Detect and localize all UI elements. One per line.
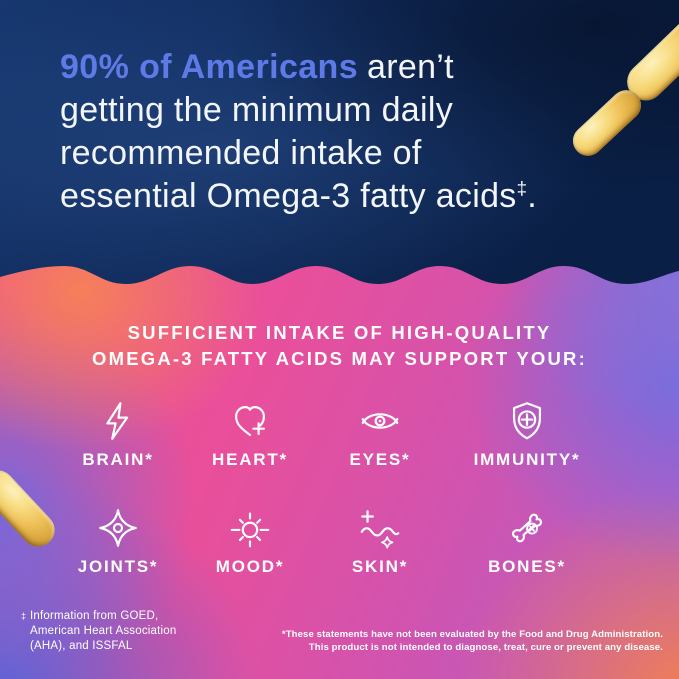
fda-disclaimer: *These statements have not been evaluate…	[223, 629, 663, 654]
headline-line-4: essential Omega-3 fatty acids‡.	[60, 175, 620, 218]
headline-period: .	[527, 177, 538, 215]
headline-text: essential Omega-3 fatty acids	[60, 177, 517, 215]
eye-icon	[357, 395, 403, 447]
benefit-cell-bones: BONES*	[446, 502, 608, 577]
footnote-source-line-2: American Heart Association	[30, 625, 177, 637]
footnote-source: ‡ Information from GOED, American Heart …	[21, 609, 176, 654]
headline-line-2: getting the minimum daily	[60, 91, 454, 129]
benefit-label: MOOD*	[215, 557, 285, 576]
benefit-cell-heart: HEART*	[186, 395, 314, 470]
footnote-source-line-3: (AHA), and ISSFAL	[30, 640, 133, 652]
bone-plus-icon	[504, 502, 550, 554]
fda-disclaimer-line-2: This product is not intended to diagnose…	[308, 641, 663, 653]
benefit-label: BRAIN*	[82, 450, 154, 469]
sun-icon	[227, 502, 273, 554]
benefits-heading: SUFFICIENT INTAKE OF HIGH-QUALITY OMEGA-…	[0, 320, 679, 372]
headline-text: aren’t	[367, 48, 454, 86]
benefit-cell-skin: SKIN*	[314, 502, 446, 577]
skin-wave-sparkle-icon	[357, 502, 403, 554]
benefit-label: BONES*	[488, 557, 566, 576]
benefit-cell-joints: JOINTS*	[50, 502, 186, 577]
benefit-cell-immunity: IMMUNITY*	[446, 395, 608, 470]
benefit-label: JOINTS*	[77, 557, 159, 576]
benefit-cell-mood: MOOD*	[186, 502, 314, 577]
wave-divider	[0, 0, 679, 284]
lightning-bolt-icon	[95, 395, 141, 447]
benefit-cell-brain: BRAIN*	[50, 395, 186, 470]
benefit-cell-eyes: EYES*	[314, 395, 446, 470]
benefits-grid: BRAIN* HEART* EYES*	[50, 395, 608, 577]
benefit-label: EYES*	[349, 450, 411, 469]
benefits-heading-line-2: OMEGA-3 FATTY ACIDS MAY SUPPORT YOUR:	[92, 348, 587, 369]
benefits-heading-line-1: SUFFICIENT INTAKE OF HIGH-QUALITY	[127, 322, 552, 343]
heart-plus-icon	[227, 395, 273, 447]
headline-line-1: 90% of Americans aren’t	[60, 46, 620, 89]
footnote-source-line-1: Information from GOED,	[30, 610, 159, 622]
dagger-footnote-marker: ‡	[516, 177, 528, 199]
benefit-label: SKIN*	[351, 557, 409, 576]
benefit-label: IMMUNITY*	[473, 450, 581, 469]
dagger-footnote-marker: ‡	[21, 611, 27, 621]
headline-line-3: recommended intake of	[60, 134, 422, 172]
joint-star-icon	[95, 502, 141, 554]
stat-highlight: 90% of Americans	[60, 48, 359, 86]
shield-plus-icon	[504, 395, 550, 447]
benefit-label: HEART*	[212, 450, 288, 469]
fda-disclaimer-line-1: *These statements have not been evaluate…	[281, 629, 663, 640]
headline: 90% of Americans aren’t getting the minim…	[60, 46, 620, 218]
